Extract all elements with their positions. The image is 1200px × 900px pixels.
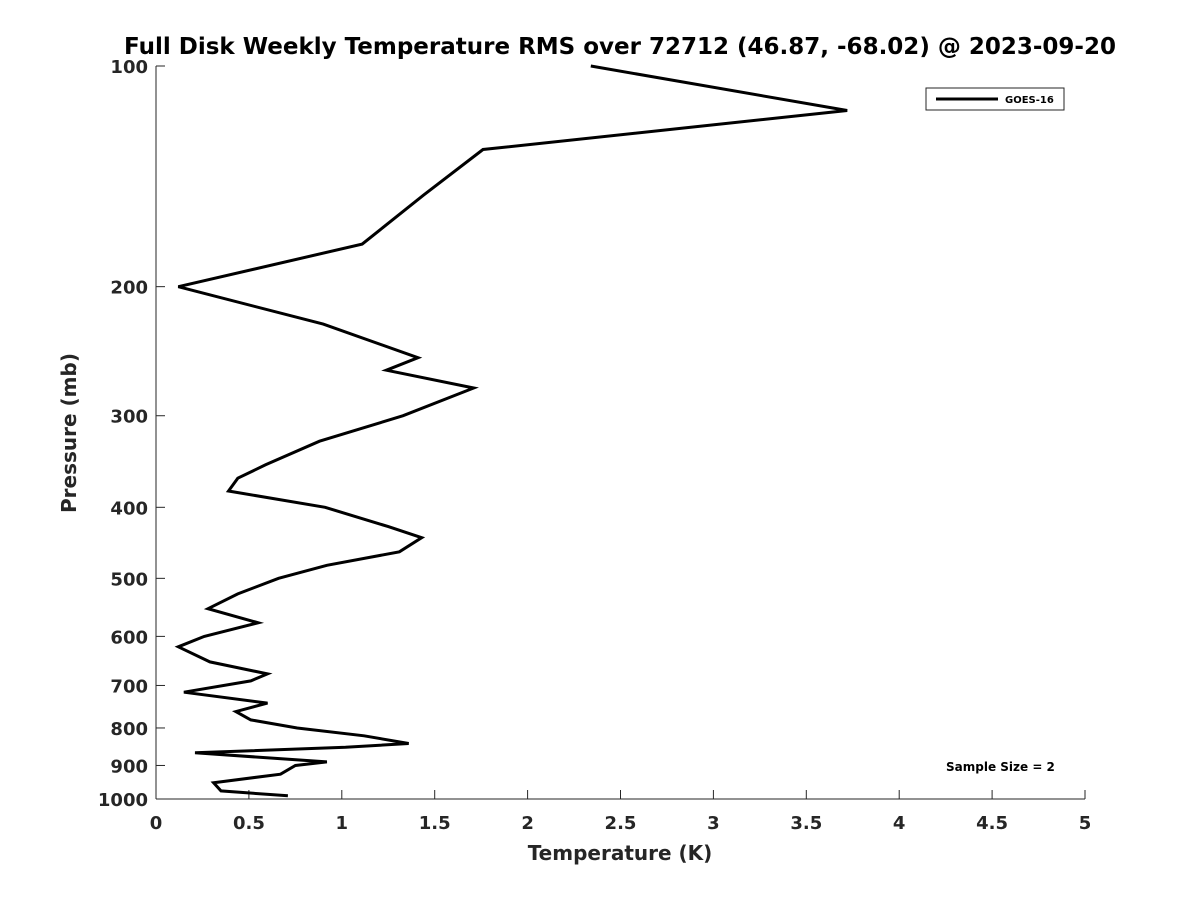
x-axis-ticks: 0 0.5 1 1.5 2 2.5 3 3.5 4 4.5 5 (150, 790, 1092, 834)
y-tick-label: 300 (110, 407, 148, 428)
chart-title: Full Disk Weekly Temperature RMS over 72… (124, 34, 1116, 60)
sample-size-annotation: Sample Size = 2 (946, 760, 1055, 774)
y-tick-label: 800 (110, 719, 148, 740)
series-line-goes-16 (174, 64, 848, 798)
y-tick-label: 400 (110, 498, 148, 519)
series-layer (174, 64, 848, 798)
legend-entry-goes-16: GOES-16 (1005, 95, 1054, 106)
y-tick-label: 600 (110, 627, 148, 648)
y-tick-label: 100 (110, 57, 148, 78)
y-tick-label: 200 (110, 278, 148, 299)
x-tick-label: 2.5 (605, 813, 637, 834)
x-tick-label: 1 (336, 813, 349, 834)
y-tick-label: 1000 (98, 790, 148, 811)
x-tick-label: 0 (150, 813, 163, 834)
y-axis-ticks: 100 200 300 400 500 600 700 800 900 1000 (98, 57, 165, 811)
y-tick-label: 900 (110, 756, 148, 777)
legend: GOES-16 (925, 87, 1065, 111)
x-tick-label: 4.5 (976, 813, 1008, 834)
x-axis-label: Temperature (K) (528, 841, 713, 865)
x-tick-label: 3.5 (790, 813, 822, 834)
y-tick-label: 500 (110, 569, 148, 590)
x-tick-label: 4 (893, 813, 906, 834)
x-tick-label: 5 (1079, 813, 1092, 834)
x-tick-label: 0.5 (233, 813, 265, 834)
y-tick-label: 700 (110, 676, 148, 697)
y-axis-label: Pressure (mb) (57, 353, 81, 513)
axes (155, 66, 1085, 800)
x-tick-label: 2 (521, 813, 534, 834)
x-tick-label: 1.5 (419, 813, 451, 834)
x-tick-label: 3 (707, 813, 720, 834)
